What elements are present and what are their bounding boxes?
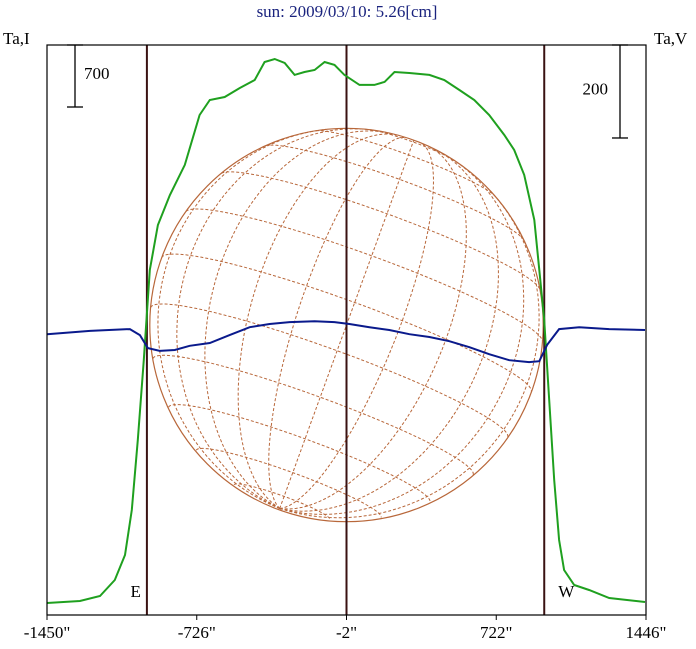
scale-bar-label: 700 [84,64,110,83]
disk-parallel [370,129,454,161]
marker-label: W [558,582,575,601]
disk-parallel [195,447,382,518]
disk-meridian [237,133,400,509]
marker-label: E [131,582,141,601]
x-tick-label: -1450" [24,623,71,642]
y-axis-label: Ta,I [3,29,30,48]
disk-parallel [265,144,525,241]
disk-meridian [204,130,386,509]
disk-parallel [161,253,533,393]
disk-meridian [157,128,326,509]
scale-bar-label: 200 [583,79,609,98]
solar-disk [149,127,544,523]
disk-parallel [152,354,474,476]
x-tick-label: -2" [336,623,357,642]
x-tick-label: 722" [480,623,512,642]
disk-meridian [279,145,467,510]
disk-parallel [233,483,331,520]
series-line [46,320,646,364]
disk-parallel [185,208,543,342]
disk-meridian [279,140,415,509]
disk-meridian [279,151,499,512]
plot: E W -1450" -726" -2" 722" 1446" 700 200 [24,44,667,642]
x-tick-label: 1446" [626,623,667,642]
y2-axis-label: Ta,V [654,29,688,48]
disk-meridian [279,142,435,509]
disk-parallel [168,404,431,503]
chart-title: sun: 2009/03/10: 5.26[cm] [257,2,438,21]
disk-meridian [268,136,407,509]
series-line [46,57,646,604]
x-tick-label: -726" [178,623,216,642]
disk-parallel [316,130,496,197]
disk-parallel [221,171,541,290]
disk-meridian [279,188,540,519]
